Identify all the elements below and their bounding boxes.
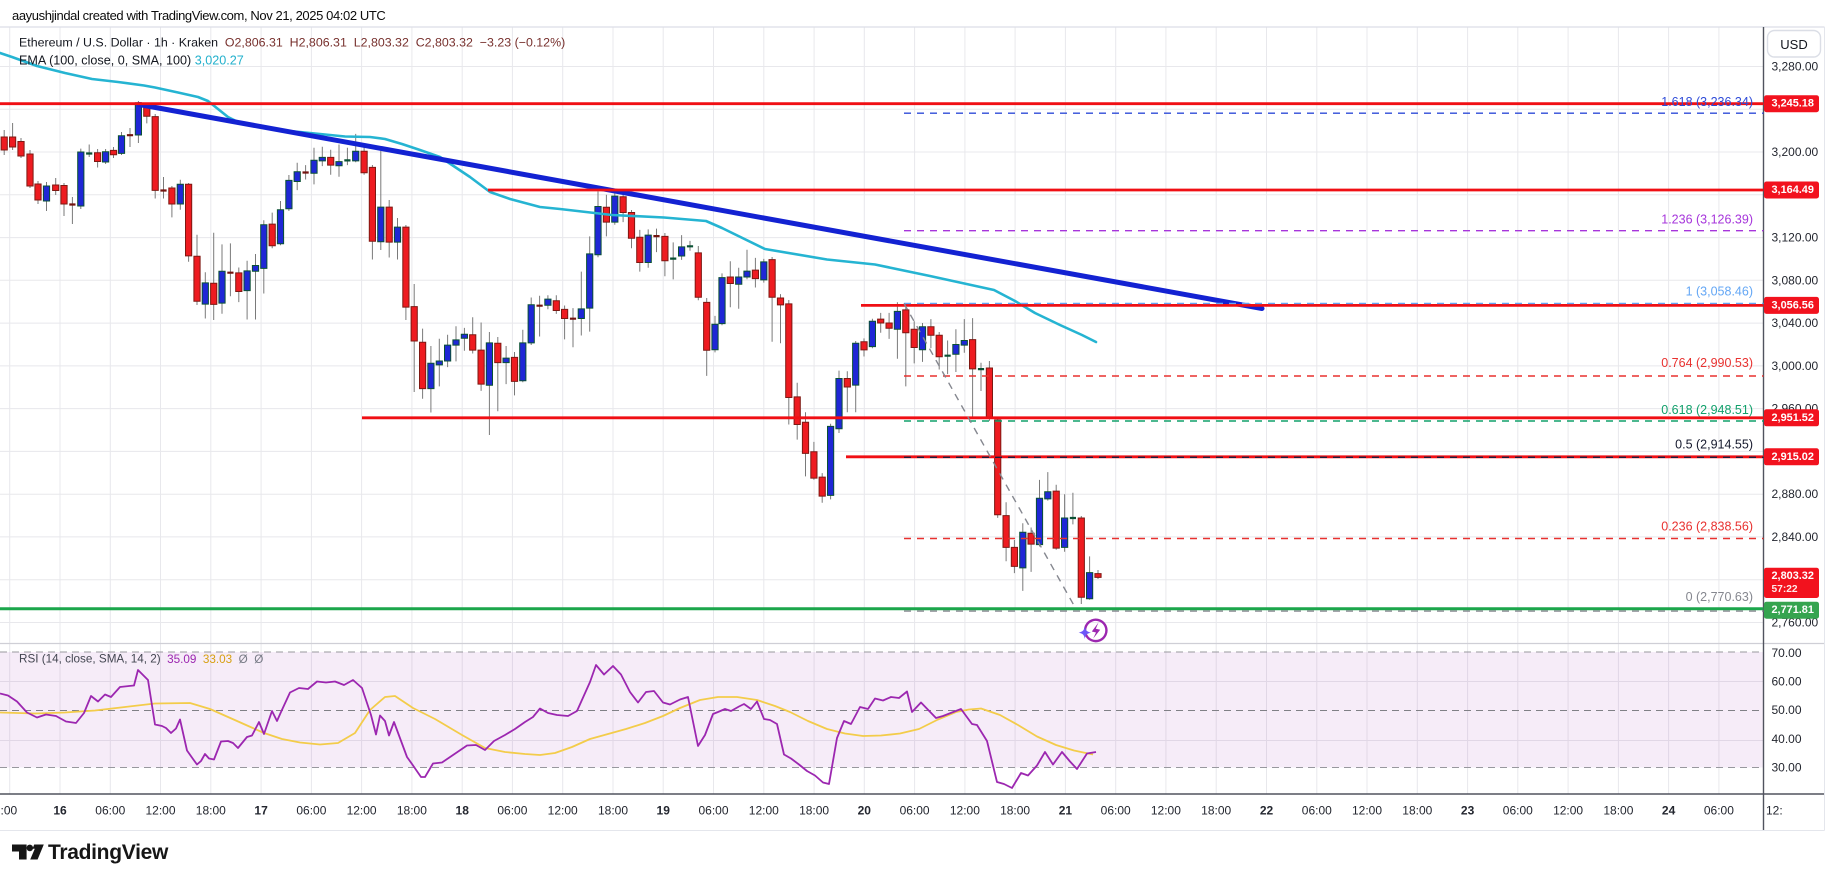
svg-text:EMA (100, close, 0, SMA, 100): EMA (100, close, 0, SMA, 100) 3,020.27	[19, 54, 244, 68]
svg-text:3,056.56: 3,056.56	[1772, 299, 1814, 311]
svg-text:12:00: 12:00	[347, 804, 377, 818]
svg-text:18:00: 18:00	[397, 804, 427, 818]
svg-text:0.5 (2,914.55): 0.5 (2,914.55)	[1675, 438, 1753, 452]
svg-text:12:00: 12:00	[1352, 804, 1382, 818]
svg-text:12:: 12:	[1766, 804, 1783, 818]
svg-text:USD: USD	[1780, 37, 1807, 52]
svg-text:60.00: 60.00	[1772, 675, 1802, 689]
svg-text:06:00: 06:00	[95, 804, 125, 818]
svg-text:12:00: 12:00	[145, 804, 175, 818]
svg-text:06:00: 06:00	[296, 804, 326, 818]
svg-text:18:00: 18:00	[1000, 804, 1030, 818]
svg-text:16: 16	[53, 804, 67, 818]
svg-text:1.236 (3,126.39): 1.236 (3,126.39)	[1661, 213, 1753, 227]
svg-text:06:00: 06:00	[698, 804, 728, 818]
svg-text:20: 20	[858, 804, 872, 818]
svg-text:2,760.00: 2,760.00	[1772, 616, 1819, 630]
svg-text:2,803.32: 2,803.32	[1772, 570, 1814, 582]
svg-text:18: 18	[456, 804, 470, 818]
svg-text:57:22: 57:22	[1772, 584, 1798, 595]
svg-text:18:00: 18:00	[1402, 804, 1432, 818]
svg-text:12:00: 12:00	[749, 804, 779, 818]
svg-text:2,880.00: 2,880.00	[1772, 487, 1819, 501]
svg-text:Ethereum / U.S. Dollar · 1h ·: Ethereum / U.S. Dollar · 1h · Kraken O2,…	[19, 36, 565, 50]
svg-text:17: 17	[254, 804, 268, 818]
svg-text:2,840.00: 2,840.00	[1772, 530, 1819, 544]
svg-text:06:00: 06:00	[1503, 804, 1533, 818]
svg-text:3,200.00: 3,200.00	[1772, 145, 1819, 159]
svg-text::00: :00	[1, 804, 18, 818]
svg-text:40.00: 40.00	[1772, 732, 1802, 746]
svg-text:1.618 (3,236.34): 1.618 (3,236.34)	[1661, 95, 1753, 109]
svg-text:22: 22	[1260, 804, 1274, 818]
svg-text:3,245.18: 3,245.18	[1772, 98, 1814, 110]
svg-text:06:00: 06:00	[900, 804, 930, 818]
svg-text:0.764 (2,990.53): 0.764 (2,990.53)	[1661, 356, 1753, 370]
svg-text:0.236 (2,838.56): 0.236 (2,838.56)	[1661, 520, 1753, 534]
svg-text:12:00: 12:00	[548, 804, 578, 818]
svg-text:12:00: 12:00	[1553, 804, 1583, 818]
svg-text:RSI (14, close, SMA, 14, 2) 3: RSI (14, close, SMA, 14, 2) 35.09 33.03 …	[19, 653, 263, 666]
svg-text:18:00: 18:00	[1603, 804, 1633, 818]
svg-text:06:00: 06:00	[1101, 804, 1131, 818]
svg-text:3,000.00: 3,000.00	[1772, 359, 1819, 373]
svg-text:0 (2,770.63): 0 (2,770.63)	[1686, 590, 1753, 604]
svg-text:3,080.00: 3,080.00	[1772, 273, 1819, 287]
svg-text:24: 24	[1662, 804, 1676, 818]
svg-text:30.00: 30.00	[1772, 761, 1802, 775]
svg-text:3,164.49: 3,164.49	[1772, 184, 1814, 196]
svg-text:06:00: 06:00	[1302, 804, 1332, 818]
svg-text:18:00: 18:00	[598, 804, 628, 818]
svg-text:18:00: 18:00	[196, 804, 226, 818]
svg-text:2,915.02: 2,915.02	[1772, 451, 1814, 463]
svg-text:2,771.81: 2,771.81	[1772, 604, 1814, 616]
svg-text:12:00: 12:00	[1151, 804, 1181, 818]
svg-text:19: 19	[657, 804, 671, 818]
svg-text:0.618 (2,948.51): 0.618 (2,948.51)	[1661, 403, 1753, 417]
svg-text:50.00: 50.00	[1772, 703, 1802, 717]
svg-text:TradingView: TradingView	[48, 841, 169, 864]
svg-text:18:00: 18:00	[799, 804, 829, 818]
svg-text:3,280.00: 3,280.00	[1772, 60, 1819, 74]
svg-text:3,120.00: 3,120.00	[1772, 231, 1819, 245]
svg-text:18:00: 18:00	[1201, 804, 1231, 818]
svg-text:3,040.00: 3,040.00	[1772, 316, 1819, 330]
svg-text:12:00: 12:00	[950, 804, 980, 818]
svg-text:23: 23	[1461, 804, 1475, 818]
svg-text:aayushjindal created with Trad: aayushjindal created with TradingView.co…	[12, 8, 385, 23]
svg-text:06:00: 06:00	[497, 804, 527, 818]
svg-text:70.00: 70.00	[1772, 646, 1802, 660]
svg-text:1 (3,058.46): 1 (3,058.46)	[1686, 285, 1753, 299]
svg-text:2,951.52: 2,951.52	[1772, 412, 1814, 424]
svg-text:06:00: 06:00	[1704, 804, 1734, 818]
svg-text:21: 21	[1059, 804, 1073, 818]
